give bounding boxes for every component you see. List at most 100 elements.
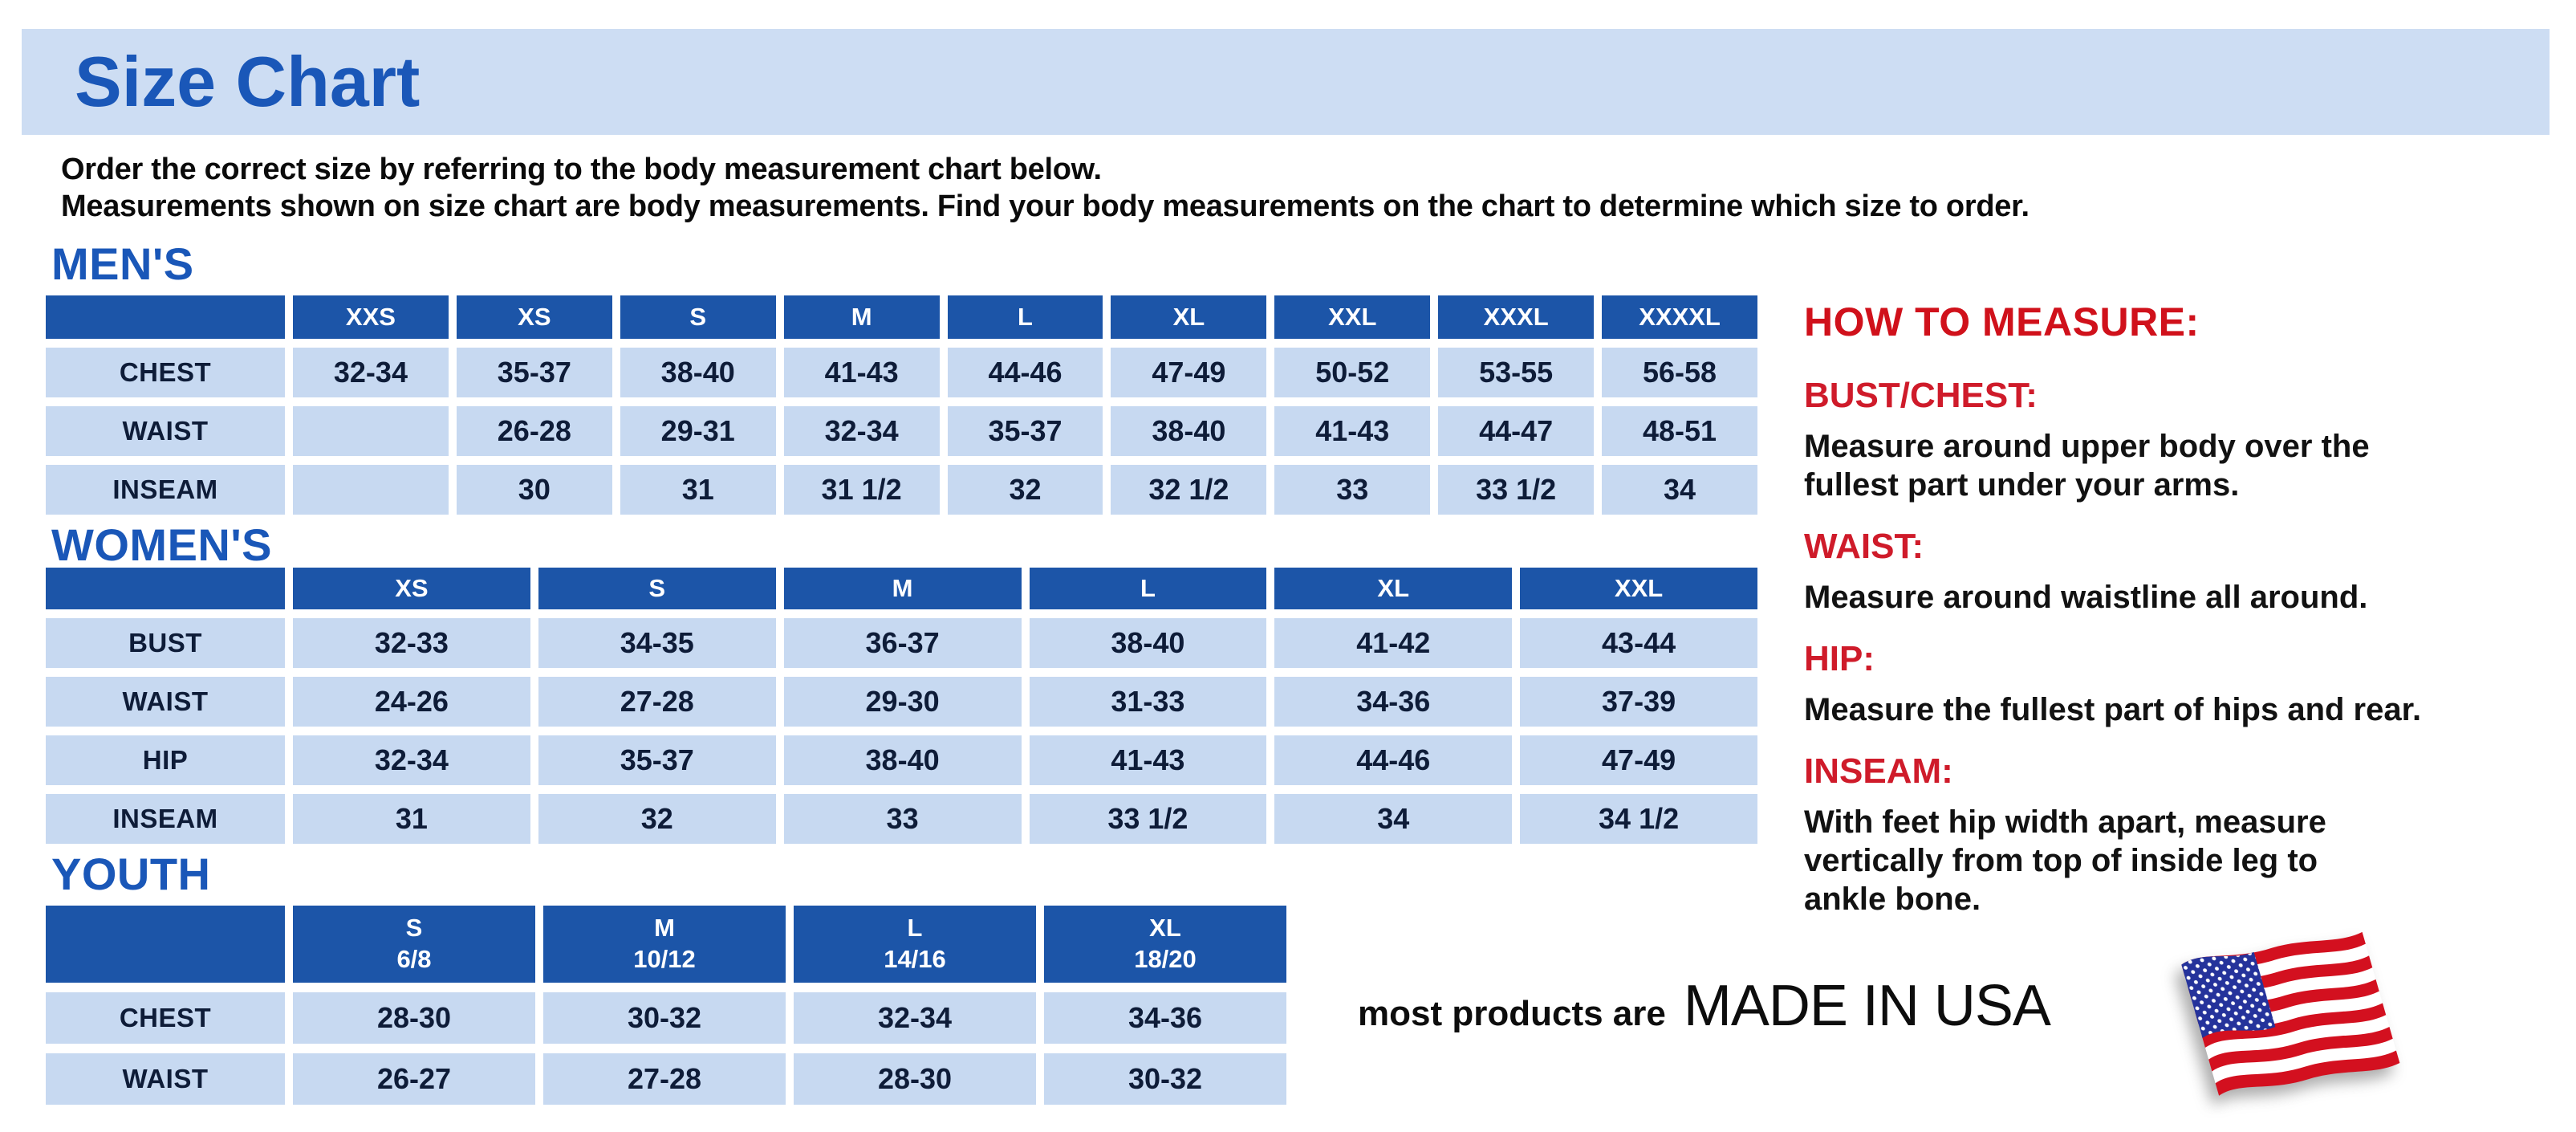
header-cell-xl: XL <box>1111 295 1267 339</box>
mens-size-table: XXS XS S M L XL XXL XXXL XXXXL CHEST 32-34 35-37 38-… <box>46 295 1757 515</box>
value-cell: 50-52 <box>1274 348 1431 397</box>
value-cell: 41-43 <box>1274 406 1431 456</box>
value-cell: 33 <box>783 794 1022 844</box>
value-cell: 32-34 <box>794 992 1036 1044</box>
value-cell <box>293 465 449 515</box>
header-cell-xxl: XXL <box>1520 568 1757 609</box>
header-cell-m: M <box>783 568 1022 609</box>
value-cell: 38-40 <box>783 735 1022 785</box>
header-cell-xl: XL 18/20 <box>1044 906 1286 983</box>
intro-line-2: Measurements shown on size chart are bod… <box>61 189 2030 224</box>
row-label-chest: CHEST <box>46 992 285 1044</box>
value-cell: 31 <box>293 794 530 844</box>
womens-section-heading: WOMEN'S <box>51 519 273 570</box>
header-cell-xxs: XXS <box>293 295 449 339</box>
how-to-measure-list: BUST/CHEST: Measure around upper body ove… <box>1804 376 2566 918</box>
measure-instruction: Measure around waistline all around. <box>1804 580 2368 615</box>
value-cell: 38-40 <box>1111 406 1267 456</box>
value-cell: 47-49 <box>1111 348 1267 397</box>
value-cell: 47-49 <box>1520 735 1757 785</box>
value-cell: 34-36 <box>1274 677 1513 727</box>
value-cell: 34-36 <box>1044 992 1286 1044</box>
youth-size-table: S 6/8 M 10/12 L 14/16 XL 18/20 CHEST 28-30 30-32 32… <box>46 906 1286 1105</box>
value-cell: 44-46 <box>947 348 1103 397</box>
value-cell: 32-34 <box>293 348 449 397</box>
value-cell: 34 <box>1274 794 1513 844</box>
measure-instruction: With feet hip width apart, measure verti… <box>1804 804 2326 917</box>
value-cell: 48-51 <box>1602 406 1757 456</box>
value-cell: 38-40 <box>1029 618 1267 668</box>
title-banner: Size Chart <box>22 29 2550 135</box>
value-cell: 41-43 <box>783 348 940 397</box>
value-cell: 31 1/2 <box>783 465 940 515</box>
header-cell-l: L <box>947 295 1103 339</box>
measure-instruction: Measure around upper body over the fulle… <box>1804 429 2370 503</box>
header-corner-cell <box>46 568 285 609</box>
row-label-waist: WAIST <box>46 406 285 456</box>
header-cell-m: M 10/12 <box>543 906 786 983</box>
value-cell: 38-40 <box>620 348 776 397</box>
value-cell: 35-37 <box>947 406 1103 456</box>
header-cell-xl: XL <box>1274 568 1513 609</box>
row-label-chest: CHEST <box>46 348 285 397</box>
page-title: Size Chart <box>75 42 421 121</box>
usa-flag-icon <box>2179 931 2402 1096</box>
row-label-hip: HIP <box>46 735 285 785</box>
value-cell: 32 <box>538 794 776 844</box>
how-to-measure-section: HOW TO MEASURE: BUST/CHEST: Measure aroun… <box>1804 299 2566 918</box>
header-cell-xs: XS <box>293 568 530 609</box>
measure-term-hip: HIP: <box>1804 639 1875 678</box>
value-cell: 34 <box>1602 465 1757 515</box>
value-cell: 32 1/2 <box>1111 465 1267 515</box>
header-corner-cell <box>46 295 285 339</box>
value-cell: 30 <box>456 465 612 515</box>
value-cell: 28-30 <box>794 1053 1036 1105</box>
made-in-usa-line: most products are MADE IN USA <box>1358 973 2051 1039</box>
value-cell: 32-34 <box>293 735 530 785</box>
value-cell: 53-55 <box>1438 348 1595 397</box>
value-cell: 33 <box>1274 465 1431 515</box>
value-cell: 37-39 <box>1520 677 1757 727</box>
value-cell: 26-28 <box>456 406 612 456</box>
value-cell: 32-34 <box>783 406 940 456</box>
value-cell: 34 1/2 <box>1520 794 1757 844</box>
value-cell: 56-58 <box>1602 348 1757 397</box>
header-cell-l: L 14/16 <box>794 906 1036 983</box>
header-cell-l: L <box>1029 568 1267 609</box>
header-cell-s: S <box>620 295 776 339</box>
how-to-measure-heading: HOW TO MEASURE: <box>1804 299 2200 344</box>
value-cell: 44-47 <box>1438 406 1595 456</box>
header-cell-xs: XS <box>456 295 612 339</box>
value-cell: 44-46 <box>1274 735 1513 785</box>
value-cell: 33 1/2 <box>1029 794 1267 844</box>
made-in-usa-prefix: most products are <box>1358 994 1666 1033</box>
value-cell: 30-32 <box>543 992 786 1044</box>
value-cell: 26-27 <box>293 1053 535 1105</box>
value-cell: 33 1/2 <box>1438 465 1595 515</box>
value-cell: 35-37 <box>538 735 776 785</box>
value-cell: 27-28 <box>538 677 776 727</box>
measure-term-inseam: INSEAM: <box>1804 751 1953 791</box>
header-corner-cell <box>46 906 285 983</box>
measure-term-waist: WAIST: <box>1804 527 1924 566</box>
value-cell: 32-33 <box>293 618 530 668</box>
header-cell-m: M <box>783 295 940 339</box>
value-cell: 41-42 <box>1274 618 1513 668</box>
value-cell: 29-31 <box>620 406 776 456</box>
made-in-usa-text: MADE IN USA <box>1683 974 2051 1038</box>
value-cell: 29-30 <box>783 677 1022 727</box>
intro-line-1: Order the correct size by referring to t… <box>61 153 1102 186</box>
value-cell: 34-35 <box>538 618 776 668</box>
value-cell <box>293 406 449 456</box>
value-cell: 30-32 <box>1044 1053 1286 1105</box>
value-cell: 24-26 <box>293 677 530 727</box>
value-cell: 32 <box>947 465 1103 515</box>
header-cell-xxxl: XXXL <box>1438 295 1595 339</box>
value-cell: 43-44 <box>1520 618 1757 668</box>
value-cell: 27-28 <box>543 1053 786 1105</box>
row-label-waist: WAIST <box>46 1053 285 1105</box>
youth-section-heading: YOUTH <box>51 849 211 899</box>
header-cell-xxl: XXL <box>1274 295 1431 339</box>
value-cell: 28-30 <box>293 992 535 1044</box>
